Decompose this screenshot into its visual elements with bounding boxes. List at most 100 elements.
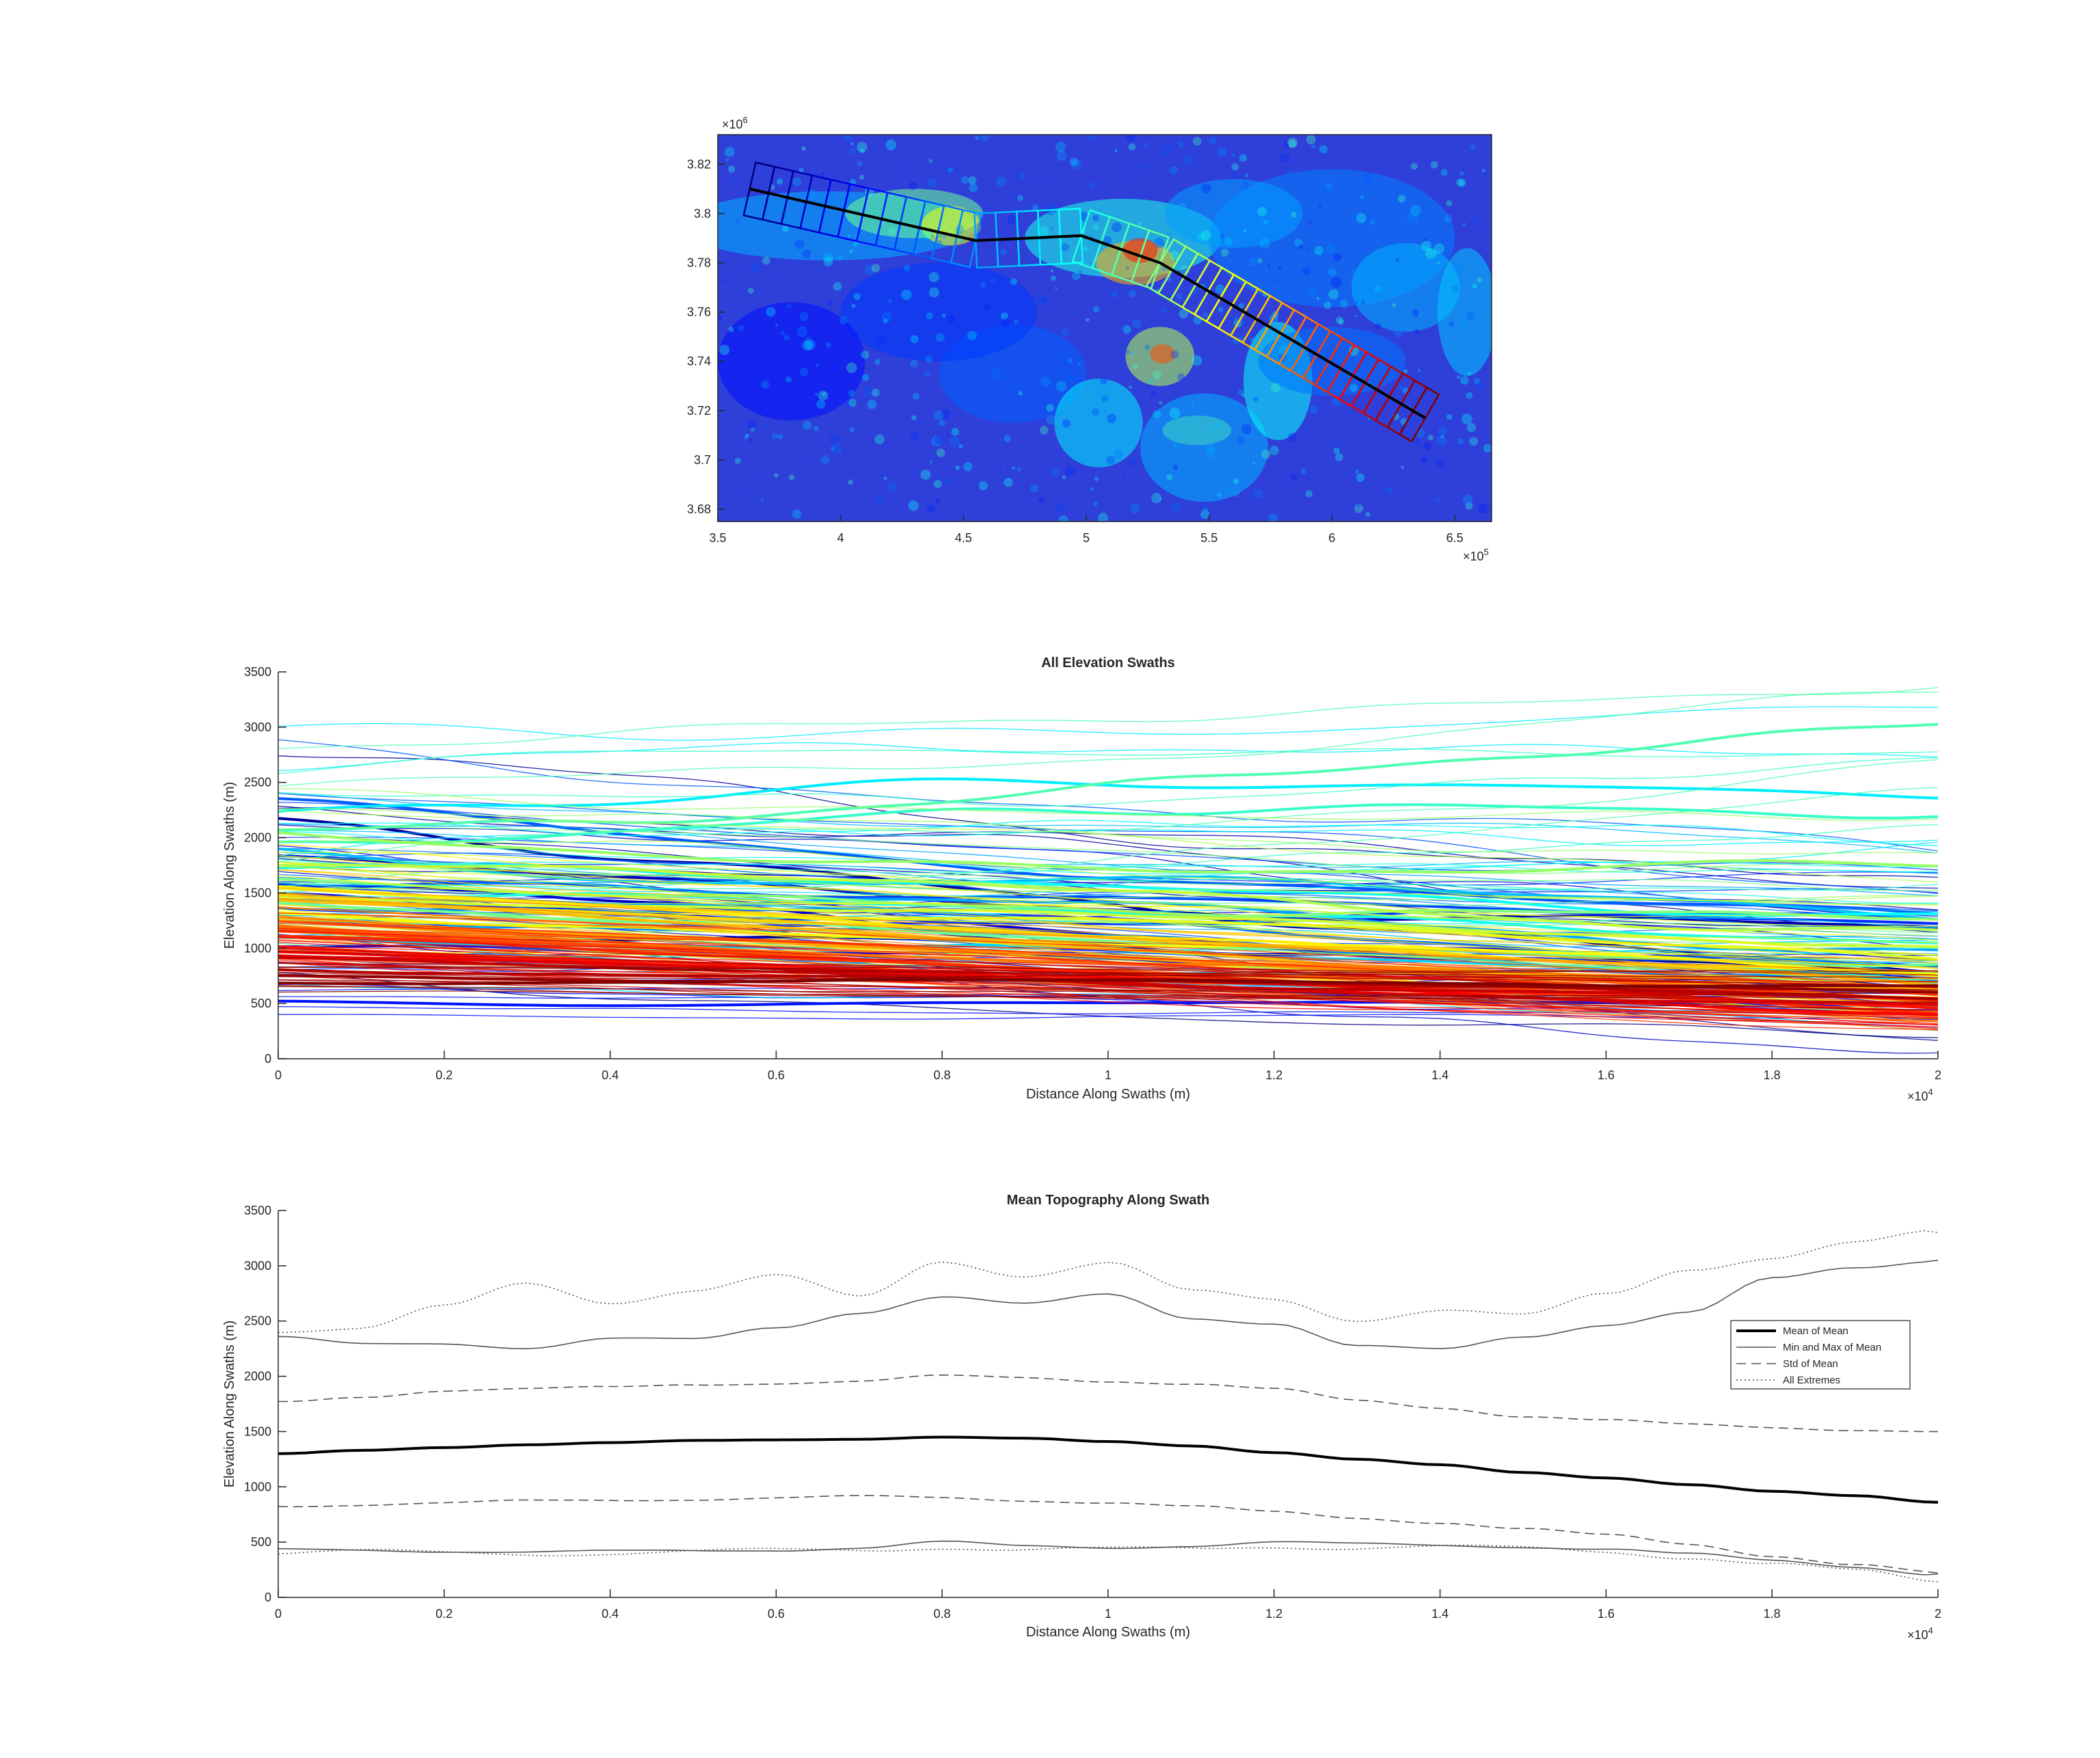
- terrain-speckle: [1017, 467, 1022, 472]
- legend-label-extremes: All Extremes: [1783, 1375, 1840, 1386]
- terrain-speckle: [1330, 277, 1342, 288]
- terrain-speckle: [1122, 475, 1127, 481]
- swath-series-line: [278, 975, 1938, 1019]
- terrain-speckle: [1172, 442, 1181, 450]
- terrain-speckle: [1392, 303, 1397, 308]
- terrain-speckle: [1037, 295, 1047, 306]
- terrain-speckle: [1423, 238, 1427, 242]
- terrain-speckle: [728, 326, 734, 332]
- swath-series-line: [278, 962, 1938, 1016]
- swath-series-line: [278, 878, 1938, 897]
- y-tick-label: 2500: [244, 776, 271, 789]
- terrain-speckle: [734, 457, 741, 464]
- terrain-speckle: [1085, 318, 1090, 322]
- swath-series-line: [278, 810, 1938, 883]
- terrain-speckle: [1462, 414, 1472, 424]
- terrain-speckle: [1338, 206, 1343, 210]
- terrain-speckle: [1459, 320, 1466, 326]
- mean-series-line: [278, 1435, 1938, 1504]
- terrain-speckle: [1089, 181, 1096, 189]
- terrain-speckle: [1356, 473, 1365, 483]
- terrain-speckle: [1456, 375, 1460, 379]
- terrain-speckle: [1414, 329, 1419, 334]
- terrain-speckle: [1433, 243, 1444, 254]
- terrain-speckle: [969, 183, 978, 193]
- swath-centerline: [749, 187, 1427, 420]
- terrain-speckle: [1365, 512, 1371, 517]
- mean-series-line: [278, 1230, 1938, 1334]
- terrain-speckle: [1280, 153, 1290, 163]
- mean-x-exponent: ×104: [1907, 1625, 1933, 1642]
- terrain-speckle: [1220, 248, 1229, 257]
- terrain-speckle: [853, 293, 861, 300]
- terrain-speckle: [934, 498, 941, 504]
- terrain-speckle: [1351, 271, 1354, 274]
- terrain-speckle: [984, 304, 991, 310]
- swath-series-line: [278, 936, 1938, 988]
- terrain-speckle: [936, 448, 945, 457]
- terrain-speckle: [816, 364, 819, 367]
- x-tick-label: 0.6: [768, 1607, 785, 1621]
- terrain-speckle: [1477, 277, 1482, 283]
- terrain-speckle: [1154, 237, 1165, 249]
- terrain-speckle: [871, 388, 880, 397]
- swath-series-line: [278, 930, 1938, 995]
- terrain-speckle: [1444, 214, 1453, 223]
- terrain-speckle: [1209, 137, 1217, 146]
- terrain-speckle: [1306, 247, 1311, 252]
- terrain-speckle: [1436, 459, 1445, 468]
- terrain-speckle: [1430, 161, 1438, 169]
- y-tick-label: 3.76: [687, 306, 711, 319]
- terrain-speckle: [887, 481, 896, 491]
- swath-series-line: [278, 827, 1938, 874]
- terrain-speckle: [781, 277, 785, 280]
- terrain-speckle: [1198, 233, 1205, 241]
- terrain-speckle: [1170, 350, 1179, 359]
- swath-series-line: [278, 852, 1938, 912]
- terrain-speckle: [978, 481, 988, 491]
- swath-series-line: [278, 820, 1938, 847]
- terrain-speckle: [1050, 226, 1054, 231]
- terrain-speckle: [1161, 145, 1173, 156]
- terrain-speckle: [1407, 212, 1418, 224]
- x-tick-label: 1.2: [1265, 1607, 1282, 1621]
- terrain-speckle: [1333, 253, 1342, 261]
- terrain-speckle: [980, 282, 986, 288]
- mean-series-lines: [278, 1230, 1938, 1583]
- map-terrain: [718, 135, 1492, 522]
- terrain-speckle: [1144, 344, 1150, 351]
- terrain-speckle: [1213, 422, 1221, 431]
- terrain-speckle: [1126, 135, 1136, 142]
- terrain-speckle: [1071, 271, 1081, 281]
- terrain-speckle: [945, 166, 954, 174]
- terrain-speckle: [850, 141, 854, 146]
- x-tick-label: 0.2: [435, 1607, 453, 1621]
- terrain-speckle: [1159, 498, 1162, 501]
- terrain-speckle: [1192, 355, 1202, 366]
- terrain-speckle: [1238, 303, 1244, 309]
- terrain-speckle: [719, 344, 730, 355]
- terrain-speckle: [1091, 408, 1100, 416]
- terrain-speckle: [934, 435, 943, 444]
- terrain-speckle: [1090, 487, 1094, 491]
- swath-series-line: [278, 757, 1938, 807]
- y-tick-label: 500: [251, 1535, 271, 1549]
- terrain-speckle: [859, 174, 865, 180]
- swath-series-line: [278, 777, 1938, 813]
- mean-series-line: [278, 1260, 1938, 1350]
- terrain-speckle: [871, 264, 880, 273]
- terrain-speckle: [1245, 174, 1249, 178]
- terrain-speckle: [1397, 195, 1405, 203]
- terrain-speckle: [1038, 226, 1049, 237]
- terrain-speckle: [1459, 376, 1469, 385]
- swath-series-line: [278, 947, 1938, 1025]
- terrain-speckle: [1160, 306, 1168, 314]
- terrain-speckle: [900, 165, 904, 170]
- terrain-speckle: [1328, 289, 1339, 300]
- x-tick-label: 0.4: [602, 1068, 619, 1082]
- terrain-speckle: [926, 312, 933, 320]
- terrain-speckle: [1114, 449, 1124, 459]
- terrain-speckle: [1470, 217, 1479, 226]
- terrain-speckle: [1233, 479, 1239, 485]
